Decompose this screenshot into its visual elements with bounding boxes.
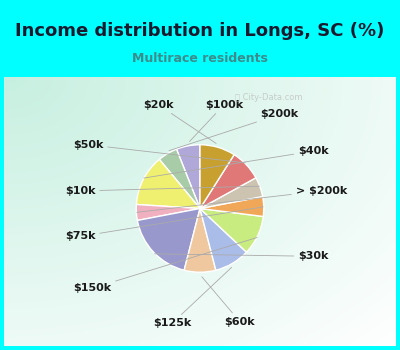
Text: $60k: $60k — [202, 277, 255, 327]
Wedge shape — [200, 155, 256, 209]
Text: $50k: $50k — [73, 140, 246, 163]
Text: ⓘ City-Data.com: ⓘ City-Data.com — [235, 93, 302, 102]
Text: $100k: $100k — [190, 100, 243, 141]
Wedge shape — [200, 209, 263, 252]
Text: Income distribution in Longs, SC (%): Income distribution in Longs, SC (%) — [15, 22, 385, 40]
Wedge shape — [137, 209, 200, 270]
Text: $200k: $200k — [169, 110, 299, 151]
Text: $150k: $150k — [73, 237, 257, 293]
Wedge shape — [200, 145, 234, 209]
Wedge shape — [176, 145, 200, 209]
Text: > $200k: > $200k — [137, 186, 347, 212]
Wedge shape — [159, 149, 200, 209]
Text: $40k: $40k — [144, 146, 328, 178]
Text: $10k: $10k — [65, 186, 260, 196]
Wedge shape — [200, 178, 263, 209]
Wedge shape — [200, 209, 246, 270]
Wedge shape — [184, 209, 216, 272]
Text: Multirace residents: Multirace residents — [132, 51, 268, 64]
Wedge shape — [136, 204, 200, 220]
Text: $20k: $20k — [143, 100, 216, 144]
Text: $125k: $125k — [153, 267, 232, 328]
Wedge shape — [136, 159, 200, 209]
Wedge shape — [200, 197, 264, 217]
Text: $30k: $30k — [154, 251, 328, 261]
Text: $75k: $75k — [65, 207, 263, 242]
